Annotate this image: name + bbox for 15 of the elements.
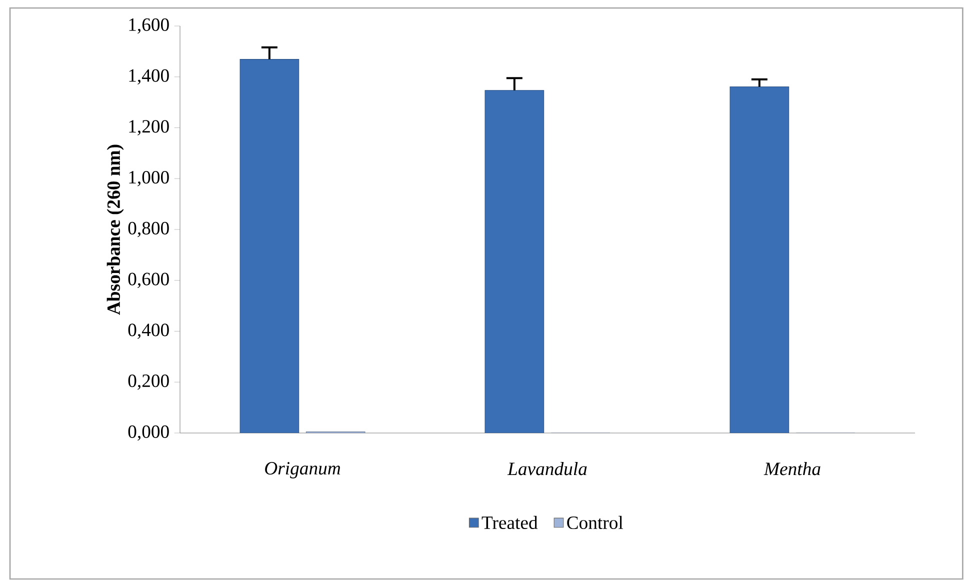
y-tick-label: 0,000 xyxy=(128,425,169,441)
y-tick-label: 0,200 xyxy=(128,374,169,390)
y-tick-label: 1,400 xyxy=(129,69,169,85)
legend-label: Treated xyxy=(482,516,538,530)
x-tick-label: Lavandula xyxy=(507,462,587,476)
y-tick-label: 0,800 xyxy=(128,222,169,238)
y-tick-label: 1,600 xyxy=(129,18,169,34)
y-axis-title: Absorbance (260 nm) xyxy=(106,144,124,315)
legend-label: Control xyxy=(567,516,624,530)
y-tick-label: 0,600 xyxy=(128,272,169,288)
x-tick-label: Origanum xyxy=(265,462,340,478)
y-tick-label: 0,400 xyxy=(128,324,169,339)
x-tick-label: Mentha xyxy=(764,462,820,476)
y-tick-label: 1,000 xyxy=(129,170,169,186)
y-tick-label: 1,200 xyxy=(129,120,169,136)
